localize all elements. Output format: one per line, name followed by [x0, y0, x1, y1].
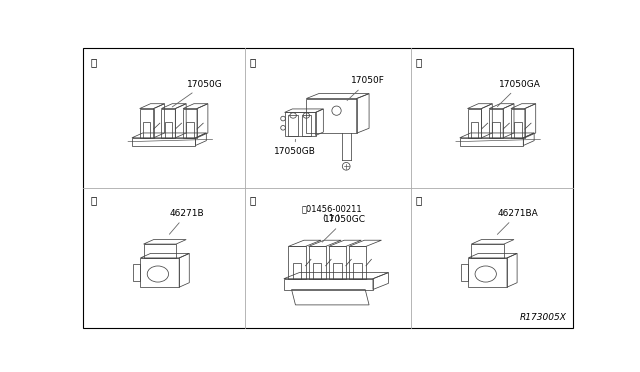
Text: 17050GB: 17050GB — [274, 140, 316, 156]
Text: ⓔ: ⓔ — [250, 196, 256, 206]
Text: 17050GC: 17050GC — [322, 215, 366, 242]
Text: 46271BA: 46271BA — [497, 209, 538, 234]
Text: 17050GA: 17050GA — [497, 80, 541, 107]
Text: R173005X: R173005X — [520, 313, 566, 322]
Text: ⓑ: ⓑ — [250, 57, 256, 67]
Text: ⓐ: ⓐ — [91, 57, 97, 67]
Text: 46271B: 46271B — [170, 209, 205, 234]
Text: 17050F: 17050F — [347, 77, 385, 100]
Text: 17050G: 17050G — [172, 80, 223, 107]
Text: ⓒ: ⓒ — [415, 57, 422, 67]
Text: ⓓ: ⓓ — [91, 196, 97, 206]
Text: ⓕ: ⓕ — [415, 196, 422, 206]
Text: ⓢ01456-00211
( 1 ): ⓢ01456-00211 ( 1 ) — [301, 204, 362, 224]
